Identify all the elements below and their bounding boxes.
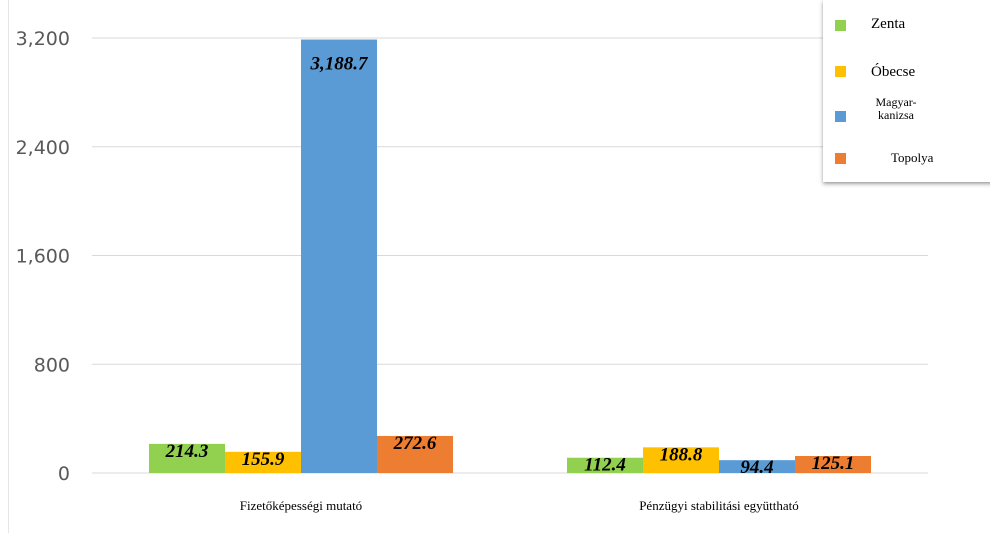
y-tick-label: 1,600 <box>16 246 70 268</box>
bar <box>719 460 795 473</box>
data-label: 3,188.7 <box>310 54 370 75</box>
legend: Zenta Óbecse Magyar-kanizsa Topolya <box>823 0 990 182</box>
legend-swatch-zenta <box>835 20 846 31</box>
legend-label-topolya: Topolya <box>891 150 934 165</box>
data-label: 94.4 <box>740 457 773 478</box>
bar <box>377 435 453 473</box>
legend-swatch-obecse <box>835 66 846 77</box>
bar <box>149 443 225 473</box>
gridlines <box>92 37 928 474</box>
bar <box>301 39 377 473</box>
bar <box>795 455 871 473</box>
data-label: 155.9 <box>242 449 285 470</box>
data-label: 112.4 <box>584 455 626 476</box>
bars <box>149 39 871 473</box>
x-axis: Fizetőképességi mutató Pénzügyi stabilitá… <box>240 498 799 513</box>
legend-item-magyarkanizsa <box>835 111 846 122</box>
data-label: 272.6 <box>393 433 437 454</box>
x-category-label: Pénzügyi stabilitási együttható <box>639 498 799 513</box>
data-label: 188.8 <box>660 444 703 465</box>
chart-frame-edge <box>8 0 9 533</box>
y-tick-label: 0 <box>58 463 70 485</box>
legend-label-magyarkanizsa: Magyar-kanizsa <box>875 95 917 122</box>
y-tick-label: 3,200 <box>16 28 70 50</box>
y-tick-label: 2,400 <box>16 137 70 159</box>
bar <box>567 457 643 473</box>
legend-item-topolya <box>835 153 846 164</box>
legend-item-obecse <box>835 66 846 77</box>
y-axis: 0 800 1,600 2,400 3,200 <box>16 28 70 485</box>
y-tick-label: 800 <box>34 354 70 376</box>
data-labels: 214.3 155.9 3,188.7 272.6 112.4 188.8 94.4 125.… <box>165 54 855 479</box>
legend-label-zenta: Zenta <box>871 16 906 32</box>
x-category-label: Fizetőképességi mutató <box>240 498 362 513</box>
data-label: 125.1 <box>812 453 855 474</box>
legend-item-zenta <box>835 20 846 31</box>
legend-swatch-topolya <box>835 153 846 164</box>
bar <box>643 447 719 473</box>
data-label: 214.3 <box>165 441 209 462</box>
bar <box>225 451 301 473</box>
legend-label-obecse: Óbecse <box>871 64 916 80</box>
legend-swatch-magyarkanizsa <box>835 111 846 122</box>
